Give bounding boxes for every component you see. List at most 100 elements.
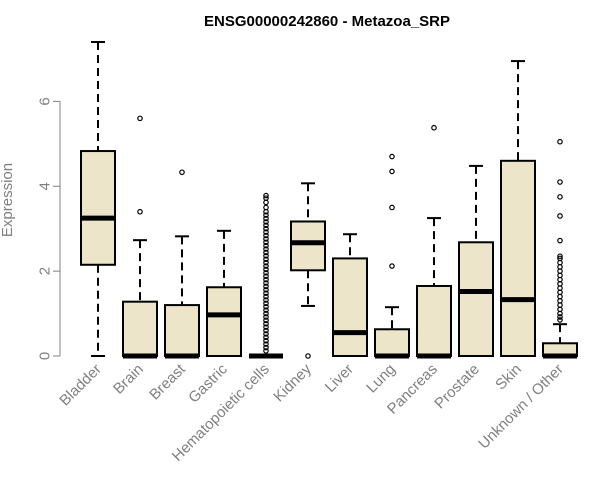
y-axis-label: Expression — [0, 163, 16, 237]
outlier-point — [263, 195, 269, 201]
y-tick-label: 4 — [36, 182, 53, 190]
box-iqr — [80, 150, 116, 266]
outlier-point — [263, 331, 269, 337]
box-prostate — [458, 164, 494, 357]
box-iqr — [374, 328, 410, 358]
outlier-point — [263, 225, 269, 232]
chart-title: ENSG00000242860 - Metazoa_SRP — [204, 13, 450, 30]
outlier-point — [389, 263, 395, 269]
box-iqr — [458, 241, 494, 357]
outlier-point — [557, 138, 563, 145]
outlier-point — [263, 276, 269, 283]
outlier-point — [179, 169, 185, 176]
outlier-point — [263, 246, 269, 252]
x-category-label: Kidney — [270, 360, 315, 405]
box-iqr — [500, 159, 536, 357]
outlier-point — [137, 115, 143, 122]
box-unknown-other — [542, 138, 578, 359]
outlier-point — [263, 212, 269, 218]
outlier-point — [263, 215, 269, 222]
outlier-point — [263, 344, 269, 351]
x-category-label: Skin — [492, 361, 525, 394]
box-skin — [500, 60, 536, 357]
outlier-point — [263, 307, 269, 313]
outlier-point — [557, 255, 563, 262]
boxes-group — [80, 41, 578, 359]
x-category-label: Lung — [363, 361, 399, 397]
outlier-point — [263, 259, 269, 266]
box-gastric — [206, 229, 242, 357]
outlier-point — [263, 204, 269, 211]
outlier-point — [263, 310, 269, 317]
outlier-point — [263, 263, 269, 269]
x-category-label: Brain — [110, 361, 147, 398]
outlier-point — [389, 168, 395, 175]
outlier-point — [263, 293, 269, 300]
y-tick-label: 2 — [36, 267, 53, 275]
outlier-point — [263, 270, 269, 276]
outlier-point — [263, 297, 269, 303]
box-iqr — [206, 286, 242, 357]
outlier-point — [263, 334, 269, 341]
box-iqr — [416, 284, 452, 357]
outlier-point — [263, 303, 269, 310]
outlier-point — [263, 341, 269, 347]
box-iqr — [164, 304, 200, 358]
outlier-point — [263, 290, 269, 297]
outlier-point — [263, 253, 269, 259]
outlier-point — [263, 222, 269, 229]
outlier-point — [389, 204, 395, 211]
outlier-point — [263, 219, 269, 225]
box-brain — [122, 115, 158, 359]
outlier-point — [557, 314, 563, 320]
outlier-point — [263, 266, 269, 273]
box-liver — [332, 233, 368, 357]
outlier-point — [557, 213, 563, 219]
outlier-point — [137, 208, 143, 215]
outlier-point — [263, 283, 269, 290]
outlier-point — [263, 317, 269, 324]
outlier-point — [557, 317, 563, 323]
box-kidney — [290, 182, 326, 359]
y-tick-label: 0 — [36, 352, 53, 360]
box-bladder — [80, 41, 116, 357]
box-hematopoietic-cells — [249, 192, 283, 359]
outlier-point — [263, 239, 269, 246]
box-iqr — [332, 257, 368, 357]
x-category-label: Breast — [146, 360, 189, 403]
box-iqr — [290, 220, 326, 272]
outlier-point — [263, 327, 269, 334]
outlier-point — [557, 253, 563, 260]
outlier-point — [263, 232, 269, 239]
outlier-point — [263, 229, 269, 235]
outlier-point — [263, 192, 269, 199]
x-category-label: Bladder — [56, 361, 105, 410]
outlier-point — [389, 153, 395, 160]
outlier-point — [431, 124, 437, 131]
box-iqr — [122, 300, 158, 358]
outlier-point — [263, 320, 269, 327]
outlier-point — [557, 237, 563, 244]
y-tick-label: 6 — [36, 97, 53, 105]
box-breast — [164, 169, 200, 359]
outlier-point — [263, 300, 269, 307]
outlier-point — [263, 236, 269, 242]
outlier-point — [263, 249, 269, 256]
outlier-point — [557, 179, 563, 185]
y-axis: 0 2 4 6 — [36, 97, 61, 360]
outlier-point — [557, 194, 563, 200]
outlier-point — [263, 314, 269, 320]
box-pancreas — [416, 124, 452, 359]
outlier-point — [263, 337, 269, 344]
outlier-point — [263, 324, 269, 330]
x-category-label: Prostate — [431, 361, 483, 413]
outlier-point — [263, 348, 269, 354]
outlier-point — [263, 242, 269, 249]
outlier-point — [263, 280, 269, 286]
outlier-point — [263, 256, 269, 263]
outlier-point — [263, 287, 269, 293]
outlier-point — [263, 273, 269, 280]
